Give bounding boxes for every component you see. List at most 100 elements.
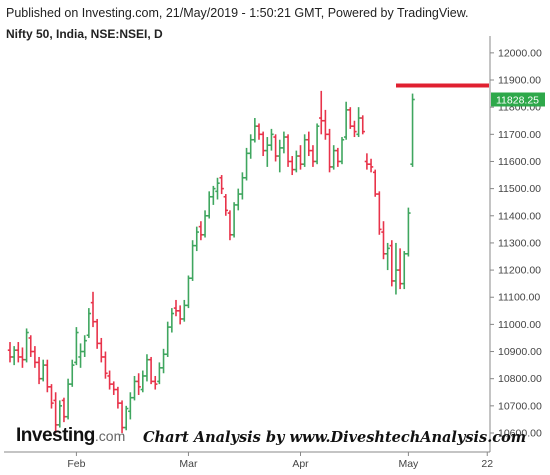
ohlc-bar [41,359,46,382]
ohlc-bar [61,397,67,423]
ohlc-bar [165,321,170,357]
ohlc-bar [364,153,370,170]
ohlc-bar [161,348,166,374]
ohlc-bar [277,139,282,173]
ohlc-bar [115,386,121,409]
ohlc-bar [140,370,145,393]
ohlc-bar [24,328,29,363]
ohlc-bar [256,123,262,140]
ohlc-bar [70,359,75,387]
ohlc-bar [314,123,320,165]
ohlc-bar [290,156,295,176]
ohlc-bar [352,120,357,138]
ohlc-bar [265,137,270,167]
chart-credit: Chart Analysis by www.DiveshtechAnalysis… [143,429,527,446]
ohlc-bar [49,384,54,409]
ohlc-bar [406,207,411,257]
ohlc-bar [348,107,353,129]
ohlc-bar [57,400,62,428]
ohlc-bar [360,115,365,135]
ohlc-bar [381,221,386,260]
logo-domain: .com [94,428,126,444]
ohlc-bar [207,191,212,219]
ohlc-bar [244,147,249,181]
ohlc-bar [323,109,328,140]
time-tick-label: Mar [179,458,198,470]
ohlc-bar [111,381,116,395]
ohlc-bar [36,356,42,385]
time-tick-label: Apr [292,458,309,470]
ohlc-bar [343,101,349,140]
ohlc-bar [157,362,162,385]
ohlc-bar [327,128,332,173]
ohlc-bar [368,158,374,173]
ohlc-bar [373,169,378,197]
ohlc-bar [215,177,220,200]
price-grid [4,36,491,453]
ohlc-bar [356,107,361,138]
ohlc-bar [306,131,311,157]
time-tick-label: Feb [67,458,85,470]
ohlc-bar [227,210,233,241]
ohlc-bar [65,378,71,420]
ohlc-bar [94,318,100,349]
ohlc-bar [177,305,183,325]
price-tick-label: 12000.00 [498,47,542,59]
ohlc-bar [169,308,175,333]
ohlc-bar [86,308,92,338]
ohlc-bar [198,221,204,241]
ohlc-bar [173,299,179,317]
ohlc-bar [186,275,191,309]
ohlc-bar [273,134,278,162]
ohlc-bar [393,242,399,295]
ohlc-bar [377,191,382,235]
logo-main: Investing [16,425,95,446]
time-tick-label: May [398,458,419,470]
price-tick-label: 11900.00 [498,75,541,87]
ohlc-bar [45,359,50,393]
ohlc-bar [335,147,341,167]
ohlc-bar [397,248,403,290]
ohlc-bar [128,392,133,420]
ohlc-bar [219,175,224,195]
ohlc-bar [269,128,274,151]
ohlc-bar [285,134,291,167]
ohlc-bar [389,240,394,287]
ohlc-bar [78,343,83,368]
time-tick-label: 22 [481,458,493,470]
ohlc-bar [136,373,141,395]
ohlc-bar [319,90,324,135]
ohlc-bar [11,346,17,366]
ohlc-bar [252,118,258,143]
ohlc-bar [16,342,21,363]
price-tick-label: 11600.00 [498,156,541,168]
ohlc-bar [99,337,104,363]
price-tick-label: 11000.00 [498,319,541,331]
ohlc-bar [248,134,253,159]
ohlc-bar [331,145,336,170]
price-axis: 10600.00 10700.00 10800.00 10900.00 11000.00… [490,47,542,439]
price-tick-label: 10900.00 [498,346,542,358]
last-price-label: 11828.25 [491,92,545,107]
ohlc-bar [202,210,208,238]
ohlc-bar [124,405,129,431]
ohlc-bar [236,188,241,211]
time-axis: Feb Mar Apr May 22 [67,452,493,470]
ohlc-bar [144,354,150,382]
ohlc-bar [107,370,112,390]
ohlc-bar [90,291,96,328]
ohlc-bar [302,134,307,167]
ohlc-bar [240,172,245,200]
ohlc-bar [132,375,137,401]
ohlc-bar [182,299,187,322]
last-price-badge [491,92,545,107]
ohlc-bar [211,185,216,205]
ohlc-bar [281,131,287,154]
ohlc-bar [20,347,25,368]
price-tick-label: 11500.00 [498,183,541,195]
ohlc-bar [410,93,415,167]
ohlc-bar [194,226,199,252]
ohlc-bar [310,145,316,167]
price-tick-label: 11300.00 [498,237,541,249]
